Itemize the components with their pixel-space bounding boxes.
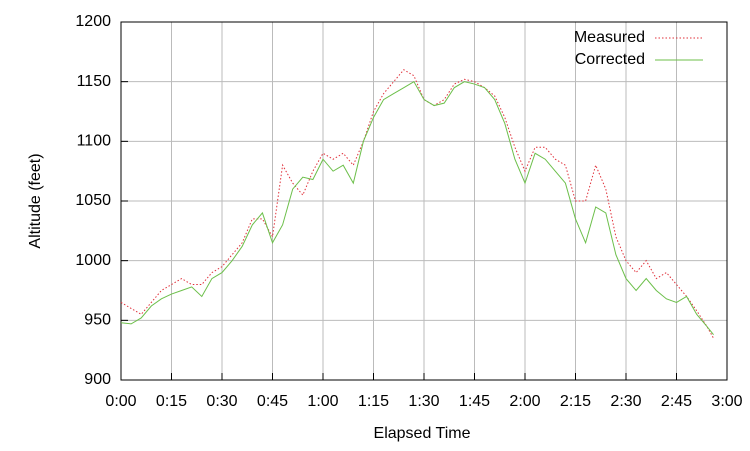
x-tick-label: 1:00 (307, 393, 338, 410)
y-tick-label: 1150 (77, 73, 112, 90)
x-tick-label: 2:15 (560, 393, 591, 410)
x-tick-label: 2:00 (509, 393, 540, 410)
x-tick-label: 1:45 (459, 393, 490, 410)
x-tick-label: 2:30 (610, 393, 641, 410)
plot-frame (120, 21, 728, 381)
y-axis-label: Altitude (feet) (27, 153, 44, 248)
x-tick-label: 0:15 (156, 393, 187, 410)
x-tick-label: 0:30 (206, 393, 237, 410)
x-tick-label: 1:30 (408, 393, 439, 410)
legend-label: Corrected (575, 51, 645, 68)
y-tick-label: 900 (84, 371, 111, 388)
y-tick-label: 1200 (75, 13, 111, 30)
legend-label: Measured (574, 29, 645, 46)
x-tick-label: 3:00 (711, 393, 742, 410)
data-line (120, 80, 714, 335)
x-tick-label: 0:45 (257, 393, 288, 410)
x-tick-label: 1:15 (358, 393, 389, 410)
x-tick-label: 2:45 (661, 393, 692, 410)
data-line (120, 69, 714, 339)
x-axis-label: Elapsed Time (374, 425, 471, 442)
x-tick-label: 0:00 (105, 393, 136, 410)
y-tick-label: 1050 (75, 192, 111, 209)
y-tick-label: 950 (84, 312, 111, 329)
y-tick-label: 1000 (75, 252, 111, 269)
y-tick-label: 1100 (77, 133, 112, 150)
